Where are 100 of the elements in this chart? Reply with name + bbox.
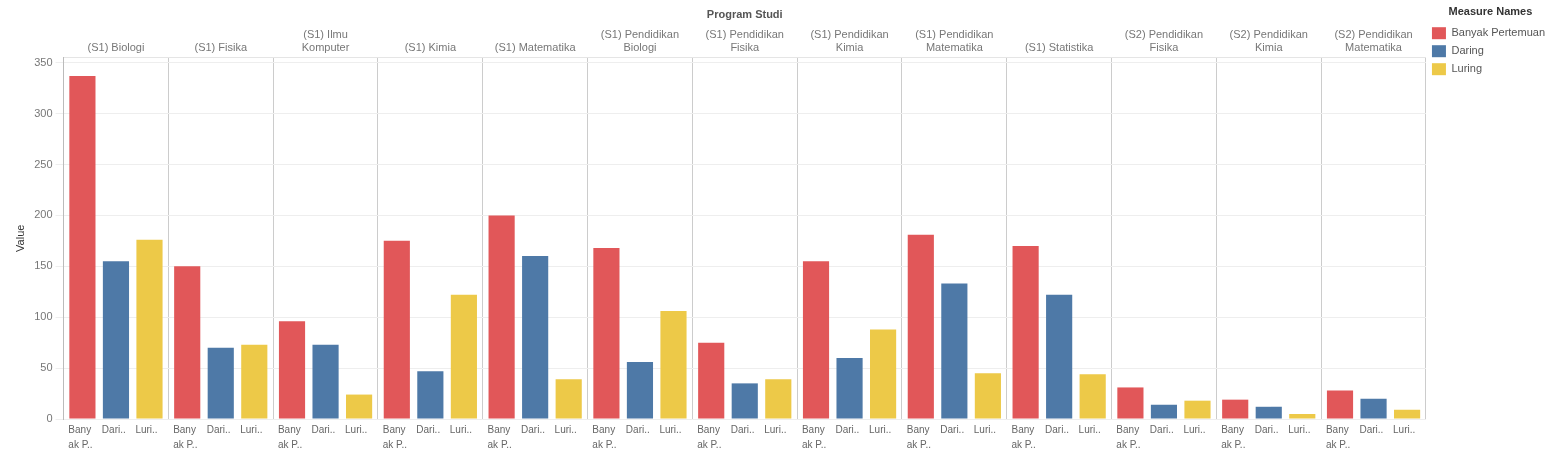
- bar: [241, 344, 268, 419]
- bar: [907, 234, 934, 419]
- bar: [802, 261, 830, 419]
- bar: [1079, 374, 1106, 419]
- bar: [207, 347, 234, 419]
- text: Dari..: [1045, 423, 1069, 435]
- text: Dari..: [1359, 423, 1384, 435]
- text: Bany ak P..: [697, 423, 722, 450]
- text: Bany ak P..: [277, 423, 303, 450]
- bar: [660, 311, 687, 419]
- text: Bany ak P..: [487, 423, 512, 450]
- text: Bany ak P..: [801, 423, 827, 450]
- x-tick-label: (S1) Pendidikan Biologi: [600, 27, 680, 54]
- text: Luri..: [973, 423, 997, 435]
- text: Luri..: [869, 423, 892, 435]
- text: Bany ak P..: [1221, 423, 1246, 450]
- x-tick-label: (S1) Kimia: [404, 41, 457, 54]
- text: Bany ak P..: [906, 423, 932, 450]
- text: Dari..: [521, 423, 545, 435]
- text: Dari..: [311, 423, 336, 435]
- y-axis-title: Value: [13, 224, 26, 252]
- text: Bany ak P..: [592, 423, 617, 450]
- bar: [1012, 245, 1039, 419]
- bar: [593, 247, 620, 419]
- bar: [69, 75, 96, 419]
- bar: [1326, 390, 1354, 419]
- text: Dari..: [416, 423, 441, 435]
- x-axis-title: Program Studi: [706, 7, 783, 20]
- bar: [346, 394, 373, 419]
- text: Luri..: [1393, 423, 1416, 435]
- text: Luri..: [659, 423, 682, 435]
- y-tick-label: 100: [34, 310, 53, 323]
- bar: [312, 344, 339, 419]
- bar: [1255, 406, 1282, 419]
- text: Luri..: [449, 423, 473, 435]
- text: Luri..: [135, 423, 158, 435]
- y-tick-label: 200: [34, 208, 53, 221]
- bar: [1360, 398, 1387, 419]
- text: Bany ak P..: [1325, 423, 1351, 450]
- legend-label: Luring: [1451, 62, 1483, 75]
- bar: [555, 379, 582, 419]
- text: Bany ak P..: [1011, 423, 1036, 450]
- bar: [1117, 387, 1144, 419]
- text: Luri..: [1288, 423, 1311, 435]
- bar: [1222, 399, 1249, 419]
- text: Luri..: [1078, 423, 1101, 435]
- x-tick-label: (S1) Biologi: [87, 41, 145, 54]
- legend-label: Banyak Pertemuan: [1451, 26, 1546, 39]
- y-tick-label: 50: [40, 361, 53, 374]
- legend-title: Measure Names: [1448, 4, 1533, 17]
- bar: [278, 321, 306, 419]
- bar: [765, 379, 792, 419]
- bar: [836, 357, 863, 419]
- bar: [136, 239, 163, 419]
- bar: [102, 261, 130, 419]
- bar: [383, 240, 410, 419]
- bar: [870, 329, 897, 419]
- y-tick-label: 150: [34, 259, 53, 272]
- text: Dari..: [101, 423, 126, 435]
- x-tick-label: (S1) Fisika: [194, 41, 248, 54]
- bar: [698, 342, 725, 419]
- x-tick-label: (S1) Pendidikan Matematika: [915, 27, 994, 54]
- bar: [1150, 404, 1178, 419]
- text: Bany ak P..: [382, 423, 408, 450]
- text: Dari..: [1149, 423, 1174, 435]
- bar: [488, 215, 515, 419]
- x-tick-label: (S2) Pendidikan Matematika: [1334, 27, 1413, 54]
- text: Luri..: [345, 423, 368, 435]
- bar: [450, 294, 477, 419]
- bar: [522, 256, 549, 419]
- text: Luri..: [554, 423, 577, 435]
- text: Bany ak P..: [1116, 423, 1141, 450]
- text: Luri..: [240, 423, 263, 435]
- text: Luri..: [764, 423, 787, 435]
- bar: [417, 371, 444, 419]
- bar: [974, 373, 1001, 419]
- text: Dari..: [1254, 423, 1279, 435]
- text: Dari..: [625, 423, 650, 435]
- bar: [174, 266, 201, 419]
- text: Bany ak P..: [173, 423, 198, 450]
- text: Dari..: [940, 423, 965, 435]
- bar: [626, 361, 654, 419]
- x-tick-label: (S1) Pendidikan Fisika: [705, 27, 784, 54]
- text: Dari..: [730, 423, 755, 435]
- bar: [1046, 294, 1073, 419]
- bar: [1394, 409, 1421, 419]
- y-tick-label: 350: [34, 55, 53, 68]
- text: Bany ak P..: [68, 423, 93, 450]
- text: Luri..: [1183, 423, 1206, 435]
- bar: [1184, 400, 1211, 419]
- legend-label: Daring: [1451, 44, 1484, 57]
- bar: [731, 383, 758, 419]
- x-tick-label: (S1) Pendidikan Kimia: [810, 27, 889, 54]
- x-tick-label: (S1) Statistika: [1024, 41, 1095, 54]
- y-tick-label: 300: [34, 106, 53, 119]
- y-tick-label: 0: [46, 412, 53, 425]
- y-tick-label: 250: [34, 157, 53, 170]
- x-tick-label: (S2) Pendidikan Fisika: [1124, 27, 1204, 54]
- text: Dari..: [835, 423, 860, 435]
- x-tick-label: (S2) Pendidikan Kimia: [1229, 27, 1308, 54]
